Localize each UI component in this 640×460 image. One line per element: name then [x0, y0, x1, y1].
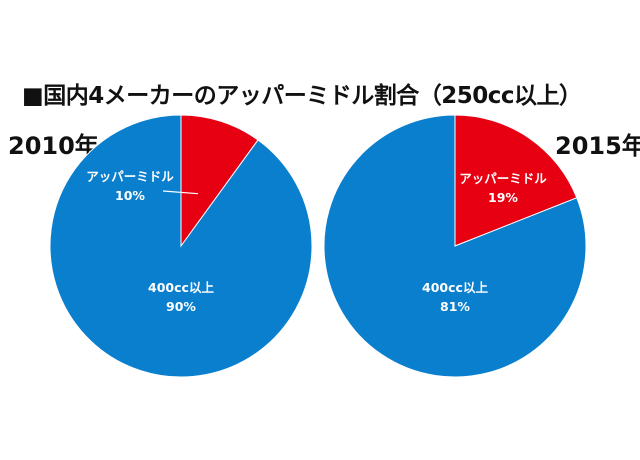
pie-title-2010: 2010年 [8, 132, 99, 160]
pie-slice-2010-upper-middle [180, 114, 259, 248]
slice-percent-2015-over400: 81% [440, 299, 470, 314]
pie-slice-2015-upper-middle [454, 114, 578, 247]
pie-title-2015: 2015年 [555, 132, 640, 160]
pie-slice-2010-over400 [49, 114, 313, 378]
slice-percent-2010-over400: 90% [166, 299, 196, 314]
figure-title: ■国内4メーカーのアッパーミドル割合（250cc以上） [22, 83, 582, 109]
slice-label-2010-over400: 400cc以上 [148, 280, 214, 295]
leader-line-2010 [162, 190, 199, 195]
slice-percent-2010-upper-middle: 10% [115, 188, 145, 203]
slice-label-2015-over400: 400cc以上 [422, 280, 488, 295]
slice-percent-2015-upper-middle: 19% [488, 190, 518, 205]
slice-label-2010-upper-middle: アッパーミドル [86, 169, 174, 184]
slice-label-2015-upper-middle: アッパーミドル [459, 171, 547, 186]
pie-slice-2015-over400 [323, 114, 587, 378]
